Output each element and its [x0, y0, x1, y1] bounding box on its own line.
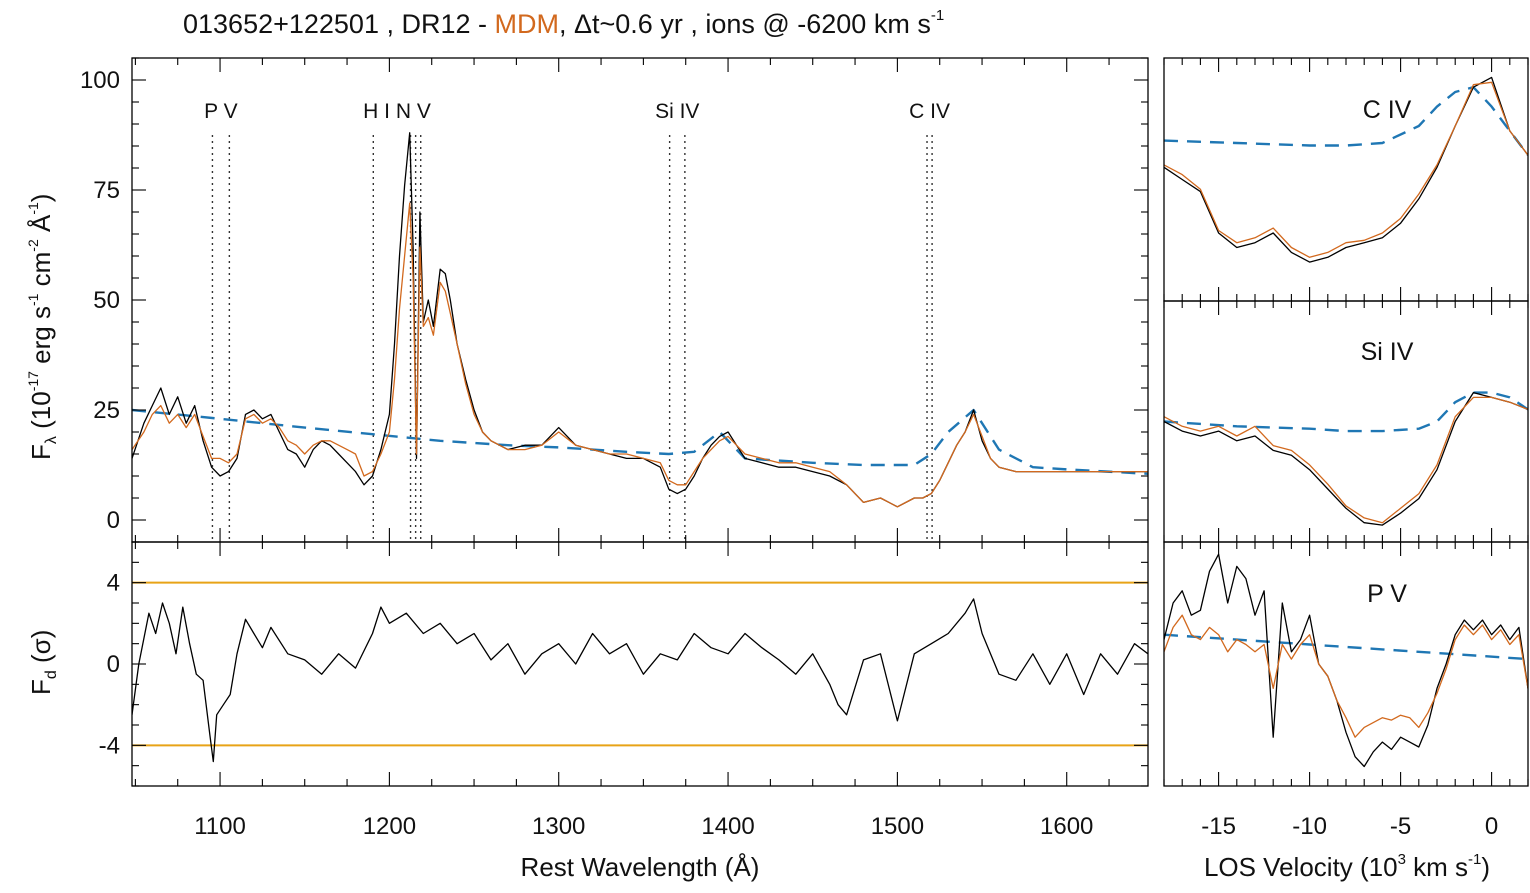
x-tick-label: 1200	[363, 813, 416, 840]
series-dr12	[1164, 553, 1528, 768]
tick-marks	[1163, 542, 1529, 786]
x-tick-label: -15	[1201, 813, 1236, 840]
tick-marks	[1163, 58, 1529, 301]
velocity-panel-label: C IV	[1363, 96, 1412, 124]
tick-marks	[1163, 301, 1529, 542]
title-sup: -1	[931, 7, 944, 24]
series-mdm	[132, 202, 1148, 508]
y-tick-label: 25	[93, 397, 120, 424]
velocity-frame	[1163, 541, 1529, 787]
velocity-frame	[1163, 57, 1529, 302]
diff-frame	[131, 541, 1149, 787]
y-tick-label: 50	[93, 287, 120, 314]
continuum-fit	[1164, 85, 1528, 156]
velocity-plot-area	[1164, 553, 1528, 768]
tick-marks	[132, 57, 1148, 543]
series-dr12	[132, 132, 1148, 508]
ion-marker-label: Si IV	[655, 100, 699, 123]
velocity-panel-label: P V	[1367, 580, 1407, 608]
x-tick-label: -5	[1390, 813, 1411, 840]
ion-marker-label: C IV	[909, 100, 950, 123]
difference-panel: -4 0 4 1100 1200 1300 1400 1500 1600	[99, 541, 1149, 840]
x-tick-label: 0	[1485, 813, 1498, 840]
y-tick-label: 75	[93, 177, 120, 204]
tick-marks	[132, 541, 1148, 787]
y-tick-label: 0	[107, 651, 120, 678]
velocity-plot-area	[1164, 76, 1528, 263]
series-dr12	[1164, 76, 1528, 263]
velocity-plot-area	[1164, 391, 1528, 526]
main-xlabel: Rest Wavelength (Å)	[521, 852, 760, 882]
x-tick-label: -10	[1292, 813, 1327, 840]
y-tick-label: 0	[107, 507, 120, 534]
main-plot-area	[132, 132, 1148, 542]
title-epoch2: MDM	[495, 9, 559, 39]
x-tick-label: 1300	[532, 813, 585, 840]
series-mdm	[1164, 81, 1528, 258]
title-rest: , Δt~0.6 yr , ions @ -6200 km s	[559, 9, 931, 39]
ion-marker-label: H I N V	[363, 100, 431, 123]
ion-marker-label: P V	[204, 100, 237, 123]
title-object: 013652+122501	[183, 9, 379, 39]
diff-plot-area	[132, 581, 1148, 763]
series-dr12	[1164, 391, 1528, 526]
y-tick-label: 4	[107, 570, 120, 597]
main-frame	[131, 57, 1149, 543]
civ-velocity-panel: C IV	[1163, 57, 1529, 302]
pv-velocity-panel: P V -15 -10 -5 0	[1163, 541, 1529, 840]
diff-ylabel: Fd (σ)	[26, 630, 60, 695]
title-sep: , DR12 -	[379, 9, 495, 39]
x-tick-label: 1500	[871, 813, 924, 840]
series-difference	[132, 598, 1148, 763]
velocity-panel-label: Si IV	[1361, 338, 1414, 366]
continuum-fit	[1164, 633, 1528, 661]
series-mdm	[1164, 396, 1528, 524]
main-spectrum-panel: P V H I N V Si IV C IV 0 25 50 75 100	[80, 57, 1149, 543]
siiv-velocity-panel: Si IV	[1163, 300, 1529, 543]
x-tick-label: 1600	[1040, 813, 1093, 840]
series-mdm	[1164, 614, 1528, 738]
x-tick-label: 1400	[701, 813, 754, 840]
y-tick-label: 100	[80, 67, 120, 94]
x-tick-label: 1100	[194, 813, 246, 840]
velocity-xlabel: LOS Velocity (103 km s-1)	[1204, 851, 1490, 882]
continuum-fit	[1164, 391, 1528, 433]
main-ylabel: Fλ (10-17 erg s-1 cm-2 Å-1)	[25, 194, 60, 460]
figure-title: 013652+122501 , DR12 - MDM, Δt~0.6 yr , …	[183, 7, 944, 39]
y-tick-label: -4	[99, 732, 120, 759]
